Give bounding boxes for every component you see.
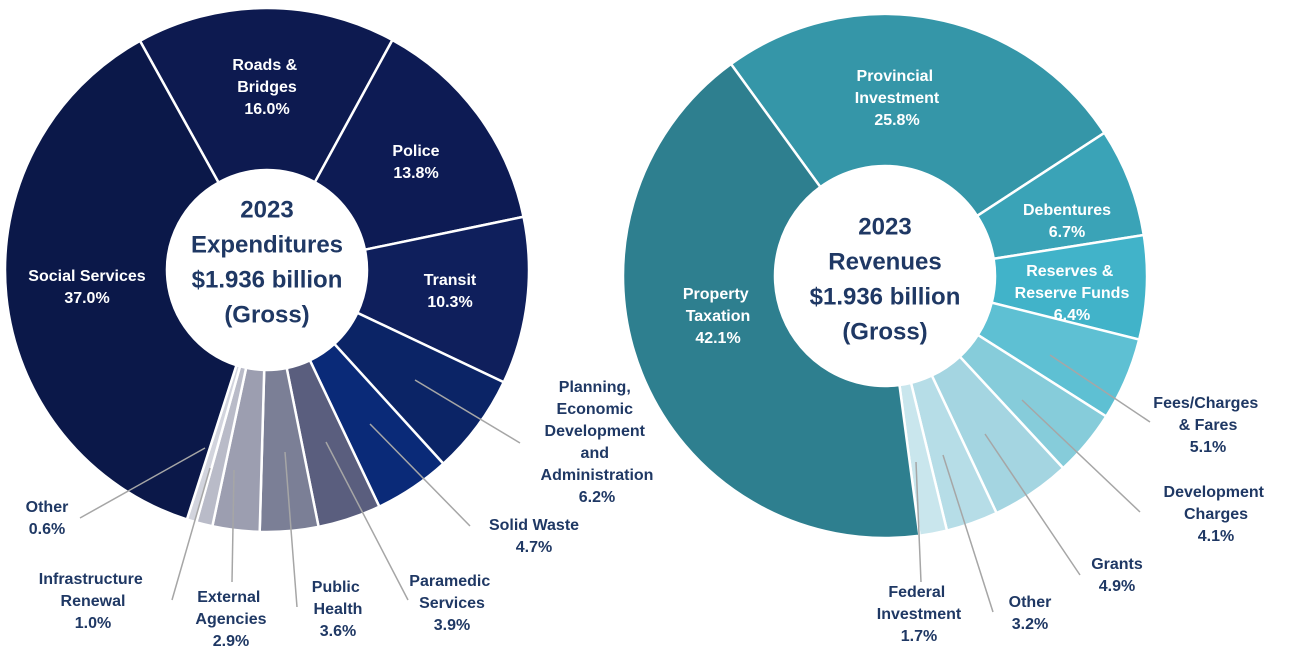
label-line: Other [26, 499, 69, 516]
slice-label: Other [26, 499, 69, 516]
leader-line [284, 451, 298, 608]
label-line: Reserve Funds [1015, 285, 1130, 302]
slice-label: Public Health [312, 579, 364, 618]
center-hole [775, 166, 995, 386]
label-line: Paramedic [409, 573, 494, 590]
value-label: 16.0% [244, 101, 289, 118]
slice-label: Police [392, 143, 439, 160]
label-line: Transit [424, 272, 477, 289]
slice-label: Planning, Economic Development and Admin… [541, 379, 654, 484]
label-line: Infrastructure [39, 571, 147, 588]
value-label: 6.7% [1049, 224, 1085, 241]
slice-label: Debentures [1023, 202, 1111, 219]
value-label: 3.6% [320, 623, 356, 640]
center-text: Revenues [828, 248, 941, 275]
leader-line [984, 433, 1081, 576]
slice-label: Development Charges [1164, 484, 1269, 523]
center-text: Expenditures [191, 231, 343, 258]
leader-line [325, 441, 409, 601]
label-line: Development [545, 423, 650, 440]
value-label: 13.8% [393, 165, 438, 182]
label-line: Development [1164, 484, 1269, 501]
label-line: Federal [888, 584, 949, 601]
slice-label: Grants [1091, 556, 1143, 573]
label-line: External [197, 589, 265, 606]
value-label: 4.9% [1099, 578, 1135, 595]
label-line: Fees/Charges [1153, 395, 1262, 412]
label-line: Taxation [686, 308, 751, 325]
label-line: & Fares [1179, 417, 1238, 434]
value-label: 42.1% [695, 330, 740, 347]
label-line: and [581, 445, 614, 462]
slice-label: Infrastructure Renewal [39, 571, 147, 610]
value-label: 4.7% [516, 539, 552, 556]
leader-line [1049, 354, 1151, 423]
leader-line [942, 454, 994, 613]
value-label: 5.1% [1190, 439, 1226, 456]
label-line: Social Services [28, 268, 146, 285]
label-line: Solid Waste [489, 517, 579, 534]
slice-label: Transit [424, 272, 477, 289]
leader-line [1021, 399, 1141, 513]
value-label: 3.9% [434, 617, 470, 634]
value-label: 1.7% [901, 628, 937, 645]
leader-line [414, 379, 521, 444]
label-line: Economic [557, 401, 638, 418]
leader-line [231, 469, 235, 583]
slice-label: Fees/Charges & Fares [1153, 395, 1262, 434]
label-line: Investment [877, 606, 962, 623]
value-label: 6.2% [579, 489, 615, 506]
label-line: Provincial [857, 68, 938, 85]
center-hole [167, 170, 367, 370]
slice-label: Federal Investment [877, 584, 962, 623]
value-label: 1.0% [75, 615, 111, 632]
label-line: Administration [541, 467, 654, 484]
value-label: 37.0% [64, 290, 109, 307]
center-text: (Gross) [842, 318, 927, 345]
slice-label: External Agencies [195, 589, 266, 628]
slice-label: Paramedic Services [409, 573, 494, 612]
center-text: 2023 [858, 213, 911, 240]
value-label: 3.2% [1012, 616, 1048, 633]
slice-label: Provincial Investment [855, 68, 940, 107]
slice-label: Property Taxation [683, 286, 753, 325]
center-text: (Gross) [224, 301, 309, 328]
label-line: Charges [1184, 506, 1248, 523]
label-line: Bridges [237, 79, 297, 96]
label-line: Renewal [61, 593, 126, 610]
slice-label: Reserves & Reserve Funds [1015, 263, 1130, 302]
label-line: Public [312, 579, 364, 596]
label-line: Roads & [232, 57, 301, 74]
leader-line [79, 447, 206, 519]
label-line: Grants [1091, 556, 1143, 573]
value-label: 6.4% [1054, 307, 1090, 324]
center-text: 2023 [240, 196, 293, 223]
label-line: Debentures [1023, 202, 1111, 219]
slice-label: Roads & Bridges [232, 57, 301, 96]
center-text: $1.936 billion [810, 283, 961, 310]
leader-line [171, 467, 211, 601]
center-text: $1.936 billion [192, 266, 343, 293]
slice-label: Other [1009, 594, 1052, 611]
value-label: 0.6% [29, 521, 65, 538]
label-line: Investment [855, 90, 940, 107]
value-label: 4.1% [1198, 528, 1234, 545]
value-label: 10.3% [427, 294, 472, 311]
leader-line [915, 461, 922, 583]
label-line: Police [392, 143, 439, 160]
label-line: Planning, [559, 379, 635, 396]
label-line: Services [419, 595, 485, 612]
label-line: Agencies [195, 611, 266, 628]
label-line: Property [683, 286, 753, 303]
label-line: Health [314, 601, 363, 618]
value-label: 2.9% [213, 633, 249, 649]
leader-line [369, 423, 471, 527]
slice-label: Social Services [28, 268, 146, 285]
value-label: 25.8% [874, 112, 919, 129]
slice-label: Solid Waste [489, 517, 579, 534]
label-line: Other [1009, 594, 1052, 611]
label-line: Reserves & [1026, 263, 1118, 280]
